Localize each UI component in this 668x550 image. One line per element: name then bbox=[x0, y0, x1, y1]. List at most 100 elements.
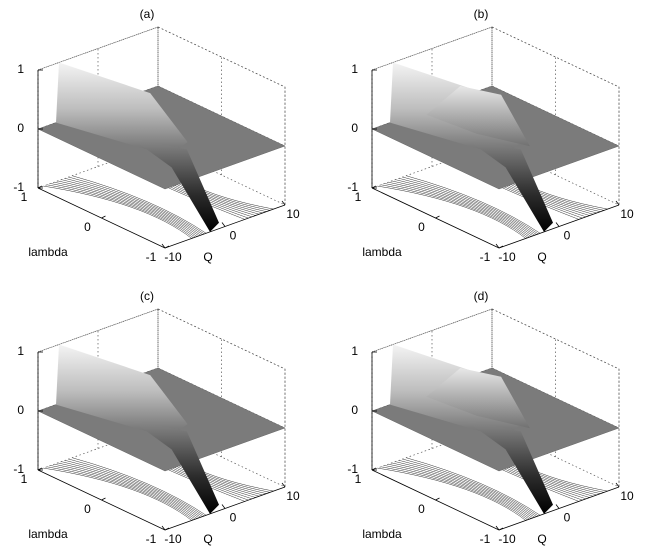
z-tick-label: -1 bbox=[347, 180, 358, 194]
tick-mark bbox=[221, 222, 226, 227]
x-tick-label: 0 bbox=[230, 229, 237, 243]
tick-mark bbox=[498, 527, 504, 531]
x-axis-label: Q bbox=[537, 250, 546, 264]
tick-mark bbox=[161, 243, 166, 249]
tick-mark bbox=[555, 504, 560, 509]
x-tick-label: 10 bbox=[286, 207, 300, 221]
contour-line bbox=[61, 179, 201, 236]
grid-line bbox=[37, 144, 286, 206]
contour-line bbox=[43, 185, 192, 239]
x-tick-label: -10 bbox=[164, 250, 182, 264]
z-tick-label: -1 bbox=[13, 462, 24, 476]
y-axis-label: lambda bbox=[28, 245, 68, 259]
tick-mark bbox=[371, 467, 377, 471]
y-tick-label: -1 bbox=[146, 532, 157, 546]
contour-line bbox=[54, 181, 198, 237]
surface-trough bbox=[130, 137, 219, 232]
grid-line bbox=[371, 426, 620, 488]
contour-line bbox=[377, 185, 526, 239]
x-tick-label: -10 bbox=[164, 532, 182, 546]
x-tick-label: 10 bbox=[286, 489, 300, 503]
tick-mark bbox=[495, 525, 500, 531]
contour-line bbox=[395, 461, 535, 518]
contour-line bbox=[391, 462, 534, 519]
y-tick-label: -1 bbox=[480, 532, 491, 546]
tick-mark bbox=[281, 200, 286, 206]
tick-mark bbox=[371, 185, 377, 189]
z-tick-label: 1 bbox=[351, 344, 358, 358]
x-axis-label: Q bbox=[203, 250, 212, 264]
z-tick-label: 1 bbox=[17, 62, 24, 76]
contour-line bbox=[395, 179, 535, 236]
contour-line bbox=[43, 467, 192, 521]
panel-title: (b) bbox=[474, 7, 489, 21]
x-tick-label: 10 bbox=[620, 207, 634, 221]
surface-hump bbox=[426, 368, 530, 429]
side-wall bbox=[157, 308, 286, 487]
panel-title: (d) bbox=[474, 289, 489, 303]
contour-line bbox=[68, 176, 205, 235]
x-tick-label: 10 bbox=[620, 489, 634, 503]
surface-trough bbox=[464, 137, 553, 232]
y-tick-label: 1 bbox=[21, 472, 28, 486]
contour-line bbox=[402, 176, 539, 235]
y-tick-label: 0 bbox=[84, 220, 91, 234]
surface-hump bbox=[426, 86, 530, 147]
z-tick-label: 1 bbox=[351, 62, 358, 76]
contour-line bbox=[377, 467, 526, 521]
contour-line bbox=[391, 180, 534, 237]
grid-line bbox=[37, 26, 286, 88]
panel-title: (a) bbox=[140, 7, 155, 21]
contour-line bbox=[64, 178, 203, 235]
tick-mark bbox=[164, 245, 170, 249]
contour-line bbox=[388, 181, 532, 237]
y-tick-label: -1 bbox=[480, 250, 491, 264]
contour-line bbox=[64, 460, 203, 517]
y-tick-label: 0 bbox=[84, 502, 91, 516]
z-tick-label: 0 bbox=[17, 121, 24, 135]
tick-mark bbox=[615, 200, 620, 206]
y-tick-label: 0 bbox=[418, 220, 425, 234]
grid-line bbox=[37, 308, 286, 370]
contour-line bbox=[380, 184, 528, 238]
x-tick-label: 0 bbox=[230, 511, 237, 525]
contour-line bbox=[72, 457, 207, 516]
contour-line bbox=[72, 175, 207, 234]
contour-line bbox=[68, 458, 205, 517]
surface-trough bbox=[130, 419, 219, 514]
x-tick-label: -10 bbox=[498, 532, 516, 546]
grid-line bbox=[371, 26, 620, 88]
tick-mark bbox=[435, 215, 440, 219]
tick-mark bbox=[161, 525, 166, 531]
contour-line bbox=[398, 178, 537, 235]
side-wall bbox=[491, 26, 620, 205]
x-axis-label: Q bbox=[203, 532, 212, 546]
contour-line bbox=[380, 466, 528, 520]
contour-line bbox=[46, 466, 194, 520]
side-wall bbox=[157, 26, 286, 205]
tick-mark bbox=[164, 527, 170, 531]
x-tick-label: -10 bbox=[498, 250, 516, 264]
contour-line bbox=[388, 463, 532, 519]
tick-mark bbox=[498, 245, 504, 249]
contour-line bbox=[57, 180, 200, 237]
y-axis-label: lambda bbox=[362, 527, 402, 541]
contour-line bbox=[406, 457, 541, 516]
y-tick-label: 1 bbox=[355, 190, 362, 204]
tick-mark bbox=[101, 215, 106, 219]
tick-mark bbox=[615, 482, 620, 488]
x-tick-label: 0 bbox=[564, 511, 571, 525]
contour-line bbox=[384, 465, 530, 520]
y-tick-label: 0 bbox=[418, 502, 425, 516]
contour-line bbox=[402, 458, 539, 517]
z-tick-label: -1 bbox=[347, 462, 358, 476]
grid-line bbox=[371, 308, 620, 370]
panel-title: (c) bbox=[140, 289, 154, 303]
z-tick-label: 0 bbox=[351, 403, 358, 417]
grid-line bbox=[37, 426, 286, 488]
tick-mark bbox=[101, 497, 106, 501]
